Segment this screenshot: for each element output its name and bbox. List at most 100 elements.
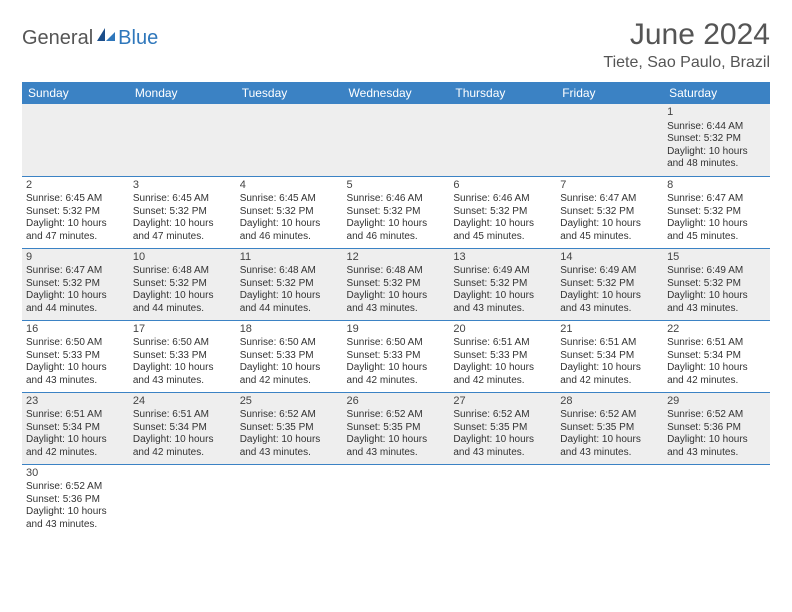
calendar-cell: 4Sunrise: 6:45 AMSunset: 5:32 PMDaylight… xyxy=(236,176,343,248)
day-info: Sunrise: 6:51 AMSunset: 5:33 PMDaylight:… xyxy=(453,337,552,387)
day-info: Sunrise: 6:52 AMSunset: 5:35 PMDaylight:… xyxy=(347,409,446,459)
day-number: 21 xyxy=(560,323,659,337)
day-info: Sunrise: 6:46 AMSunset: 5:32 PMDaylight:… xyxy=(453,193,552,243)
calendar-cell: 9Sunrise: 6:47 AMSunset: 5:32 PMDaylight… xyxy=(22,248,129,320)
calendar-cell: 21Sunrise: 6:51 AMSunset: 5:34 PMDayligh… xyxy=(556,320,663,392)
day-info: Sunrise: 6:48 AMSunset: 5:32 PMDaylight:… xyxy=(347,265,446,315)
day-info: Sunrise: 6:47 AMSunset: 5:32 PMDaylight:… xyxy=(26,265,125,315)
day-info: Sunrise: 6:50 AMSunset: 5:33 PMDaylight:… xyxy=(240,337,339,387)
day-info: Sunrise: 6:52 AMSunset: 5:36 PMDaylight:… xyxy=(667,409,766,459)
day-info: Sunrise: 6:48 AMSunset: 5:32 PMDaylight:… xyxy=(133,265,232,315)
day-number: 14 xyxy=(560,251,659,265)
day-info: Sunrise: 6:49 AMSunset: 5:32 PMDaylight:… xyxy=(453,265,552,315)
day-number: 15 xyxy=(667,251,766,265)
day-number: 17 xyxy=(133,323,232,337)
calendar-cell: 20Sunrise: 6:51 AMSunset: 5:33 PMDayligh… xyxy=(449,320,556,392)
day-number: 8 xyxy=(667,179,766,193)
calendar-cell xyxy=(343,464,450,536)
day-number: 12 xyxy=(347,251,446,265)
title-block: June 2024 Tiete, Sao Paulo, Brazil xyxy=(603,18,770,72)
day-info: Sunrise: 6:52 AMSunset: 5:35 PMDaylight:… xyxy=(240,409,339,459)
calendar-cell: 29Sunrise: 6:52 AMSunset: 5:36 PMDayligh… xyxy=(663,392,770,464)
weekday-header: Thursday xyxy=(449,82,556,104)
calendar-row: 16 Sunrise: 6:50 AMSunset: 5:33 PMDayligh… xyxy=(22,320,770,392)
weekday-header: Sunday xyxy=(22,82,129,104)
calendar-cell: 14Sunrise: 6:49 AMSunset: 5:32 PMDayligh… xyxy=(556,248,663,320)
calendar-cell: 24Sunrise: 6:51 AMSunset: 5:34 PMDayligh… xyxy=(129,392,236,464)
day-number: 1 xyxy=(667,106,766,120)
calendar-cell: 2Sunrise: 6:45 AMSunset: 5:32 PMDaylight… xyxy=(22,176,129,248)
logo-text-general: General xyxy=(22,27,93,50)
day-info: Sunrise: 6:49 AMSunset: 5:32 PMDaylight:… xyxy=(667,265,766,315)
day-info: Sunrise: 6:50 AMSunset: 5:33 PMDaylight:… xyxy=(133,337,232,387)
calendar-cell: 16Sunrise: 6:50 AMSunset: 5:33 PMDayligh… xyxy=(22,320,129,392)
calendar-cell: 27Sunrise: 6:52 AMSunset: 5:35 PMDayligh… xyxy=(449,392,556,464)
day-number: 26 xyxy=(347,395,446,409)
day-number: 13 xyxy=(453,251,552,265)
calendar-cell xyxy=(556,464,663,536)
calendar-cell: 17Sunrise: 6:50 AMSunset: 5:33 PMDayligh… xyxy=(129,320,236,392)
day-number: 22 xyxy=(667,323,766,337)
calendar-row: 23Sunrise: 6:51 AMSunset: 5:34 PMDayligh… xyxy=(22,392,770,464)
day-number: 24 xyxy=(133,395,232,409)
day-info: Sunrise: 6:51 AMSunset: 5:34 PMDaylight:… xyxy=(560,337,659,387)
calendar-cell xyxy=(129,104,236,176)
calendar-cell xyxy=(236,104,343,176)
calendar-cell: 3Sunrise: 6:45 AMSunset: 5:32 PMDaylight… xyxy=(129,176,236,248)
day-number: 23 xyxy=(26,395,125,409)
day-number: 18 xyxy=(240,323,339,337)
day-info: Sunrise: 6:52 AMSunset: 5:36 PMDaylight:… xyxy=(26,481,125,531)
day-number: 4 xyxy=(240,179,339,193)
calendar-cell: 30Sunrise: 6:52 AMSunset: 5:36 PMDayligh… xyxy=(22,464,129,536)
calendar-cell xyxy=(663,464,770,536)
day-number: 30 xyxy=(26,467,125,481)
day-info: Sunrise: 6:44 AMSunset: 5:32 PMDaylight:… xyxy=(667,121,766,171)
weekday-header: Wednesday xyxy=(343,82,450,104)
day-number: 5 xyxy=(347,179,446,193)
day-info: Sunrise: 6:48 AMSunset: 5:32 PMDaylight:… xyxy=(240,265,339,315)
header: General Blue June 2024 Tiete, Sao Paulo,… xyxy=(22,18,770,72)
day-info: Sunrise: 6:49 AMSunset: 5:32 PMDaylight:… xyxy=(560,265,659,315)
calendar-cell: 15Sunrise: 6:49 AMSunset: 5:32 PMDayligh… xyxy=(663,248,770,320)
day-info: Sunrise: 6:45 AMSunset: 5:32 PMDaylight:… xyxy=(133,193,232,243)
calendar-cell: 23Sunrise: 6:51 AMSunset: 5:34 PMDayligh… xyxy=(22,392,129,464)
calendar-document: General Blue June 2024 Tiete, Sao Paulo,… xyxy=(0,0,792,554)
calendar-cell: 26Sunrise: 6:52 AMSunset: 5:35 PMDayligh… xyxy=(343,392,450,464)
calendar-cell: 13Sunrise: 6:49 AMSunset: 5:32 PMDayligh… xyxy=(449,248,556,320)
day-number: 9 xyxy=(26,251,125,265)
day-info: Sunrise: 6:51 AMSunset: 5:34 PMDaylight:… xyxy=(26,409,125,459)
weekday-header: Tuesday xyxy=(236,82,343,104)
calendar-cell: 28Sunrise: 6:52 AMSunset: 5:35 PMDayligh… xyxy=(556,392,663,464)
weekday-header-row: Sunday Monday Tuesday Wednesday Thursday… xyxy=(22,82,770,104)
calendar-cell: 25Sunrise: 6:52 AMSunset: 5:35 PMDayligh… xyxy=(236,392,343,464)
calendar-cell: 7Sunrise: 6:47 AMSunset: 5:32 PMDaylight… xyxy=(556,176,663,248)
calendar-cell: 5Sunrise: 6:46 AMSunset: 5:32 PMDaylight… xyxy=(343,176,450,248)
day-number: 7 xyxy=(560,179,659,193)
day-info: Sunrise: 6:47 AMSunset: 5:32 PMDaylight:… xyxy=(560,193,659,243)
calendar-cell: 8Sunrise: 6:47 AMSunset: 5:32 PMDaylight… xyxy=(663,176,770,248)
day-number: 11 xyxy=(240,251,339,265)
location: Tiete, Sao Paulo, Brazil xyxy=(603,54,770,72)
calendar-cell xyxy=(236,464,343,536)
day-info: Sunrise: 6:47 AMSunset: 5:32 PMDaylight:… xyxy=(667,193,766,243)
calendar-cell: 19Sunrise: 6:50 AMSunset: 5:33 PMDayligh… xyxy=(343,320,450,392)
calendar-cell: 18Sunrise: 6:50 AMSunset: 5:33 PMDayligh… xyxy=(236,320,343,392)
calendar-row: 9Sunrise: 6:47 AMSunset: 5:32 PMDaylight… xyxy=(22,248,770,320)
day-number: 28 xyxy=(560,395,659,409)
day-number: 16 xyxy=(26,323,125,337)
calendar-cell: 11Sunrise: 6:48 AMSunset: 5:32 PMDayligh… xyxy=(236,248,343,320)
calendar-row: 2Sunrise: 6:45 AMSunset: 5:32 PMDaylight… xyxy=(22,176,770,248)
day-number: 29 xyxy=(667,395,766,409)
day-info: Sunrise: 6:45 AMSunset: 5:32 PMDaylight:… xyxy=(240,193,339,243)
day-number: 19 xyxy=(347,323,446,337)
day-number: 3 xyxy=(133,179,232,193)
weekday-header: Friday xyxy=(556,82,663,104)
day-number: 25 xyxy=(240,395,339,409)
month-title: June 2024 xyxy=(603,18,770,52)
day-info: Sunrise: 6:52 AMSunset: 5:35 PMDaylight:… xyxy=(560,409,659,459)
logo-sail-icon xyxy=(95,26,117,50)
day-info: Sunrise: 6:46 AMSunset: 5:32 PMDaylight:… xyxy=(347,193,446,243)
weekday-header: Monday xyxy=(129,82,236,104)
logo-text-blue: Blue xyxy=(118,27,158,50)
calendar-row: 30Sunrise: 6:52 AMSunset: 5:36 PMDayligh… xyxy=(22,464,770,536)
